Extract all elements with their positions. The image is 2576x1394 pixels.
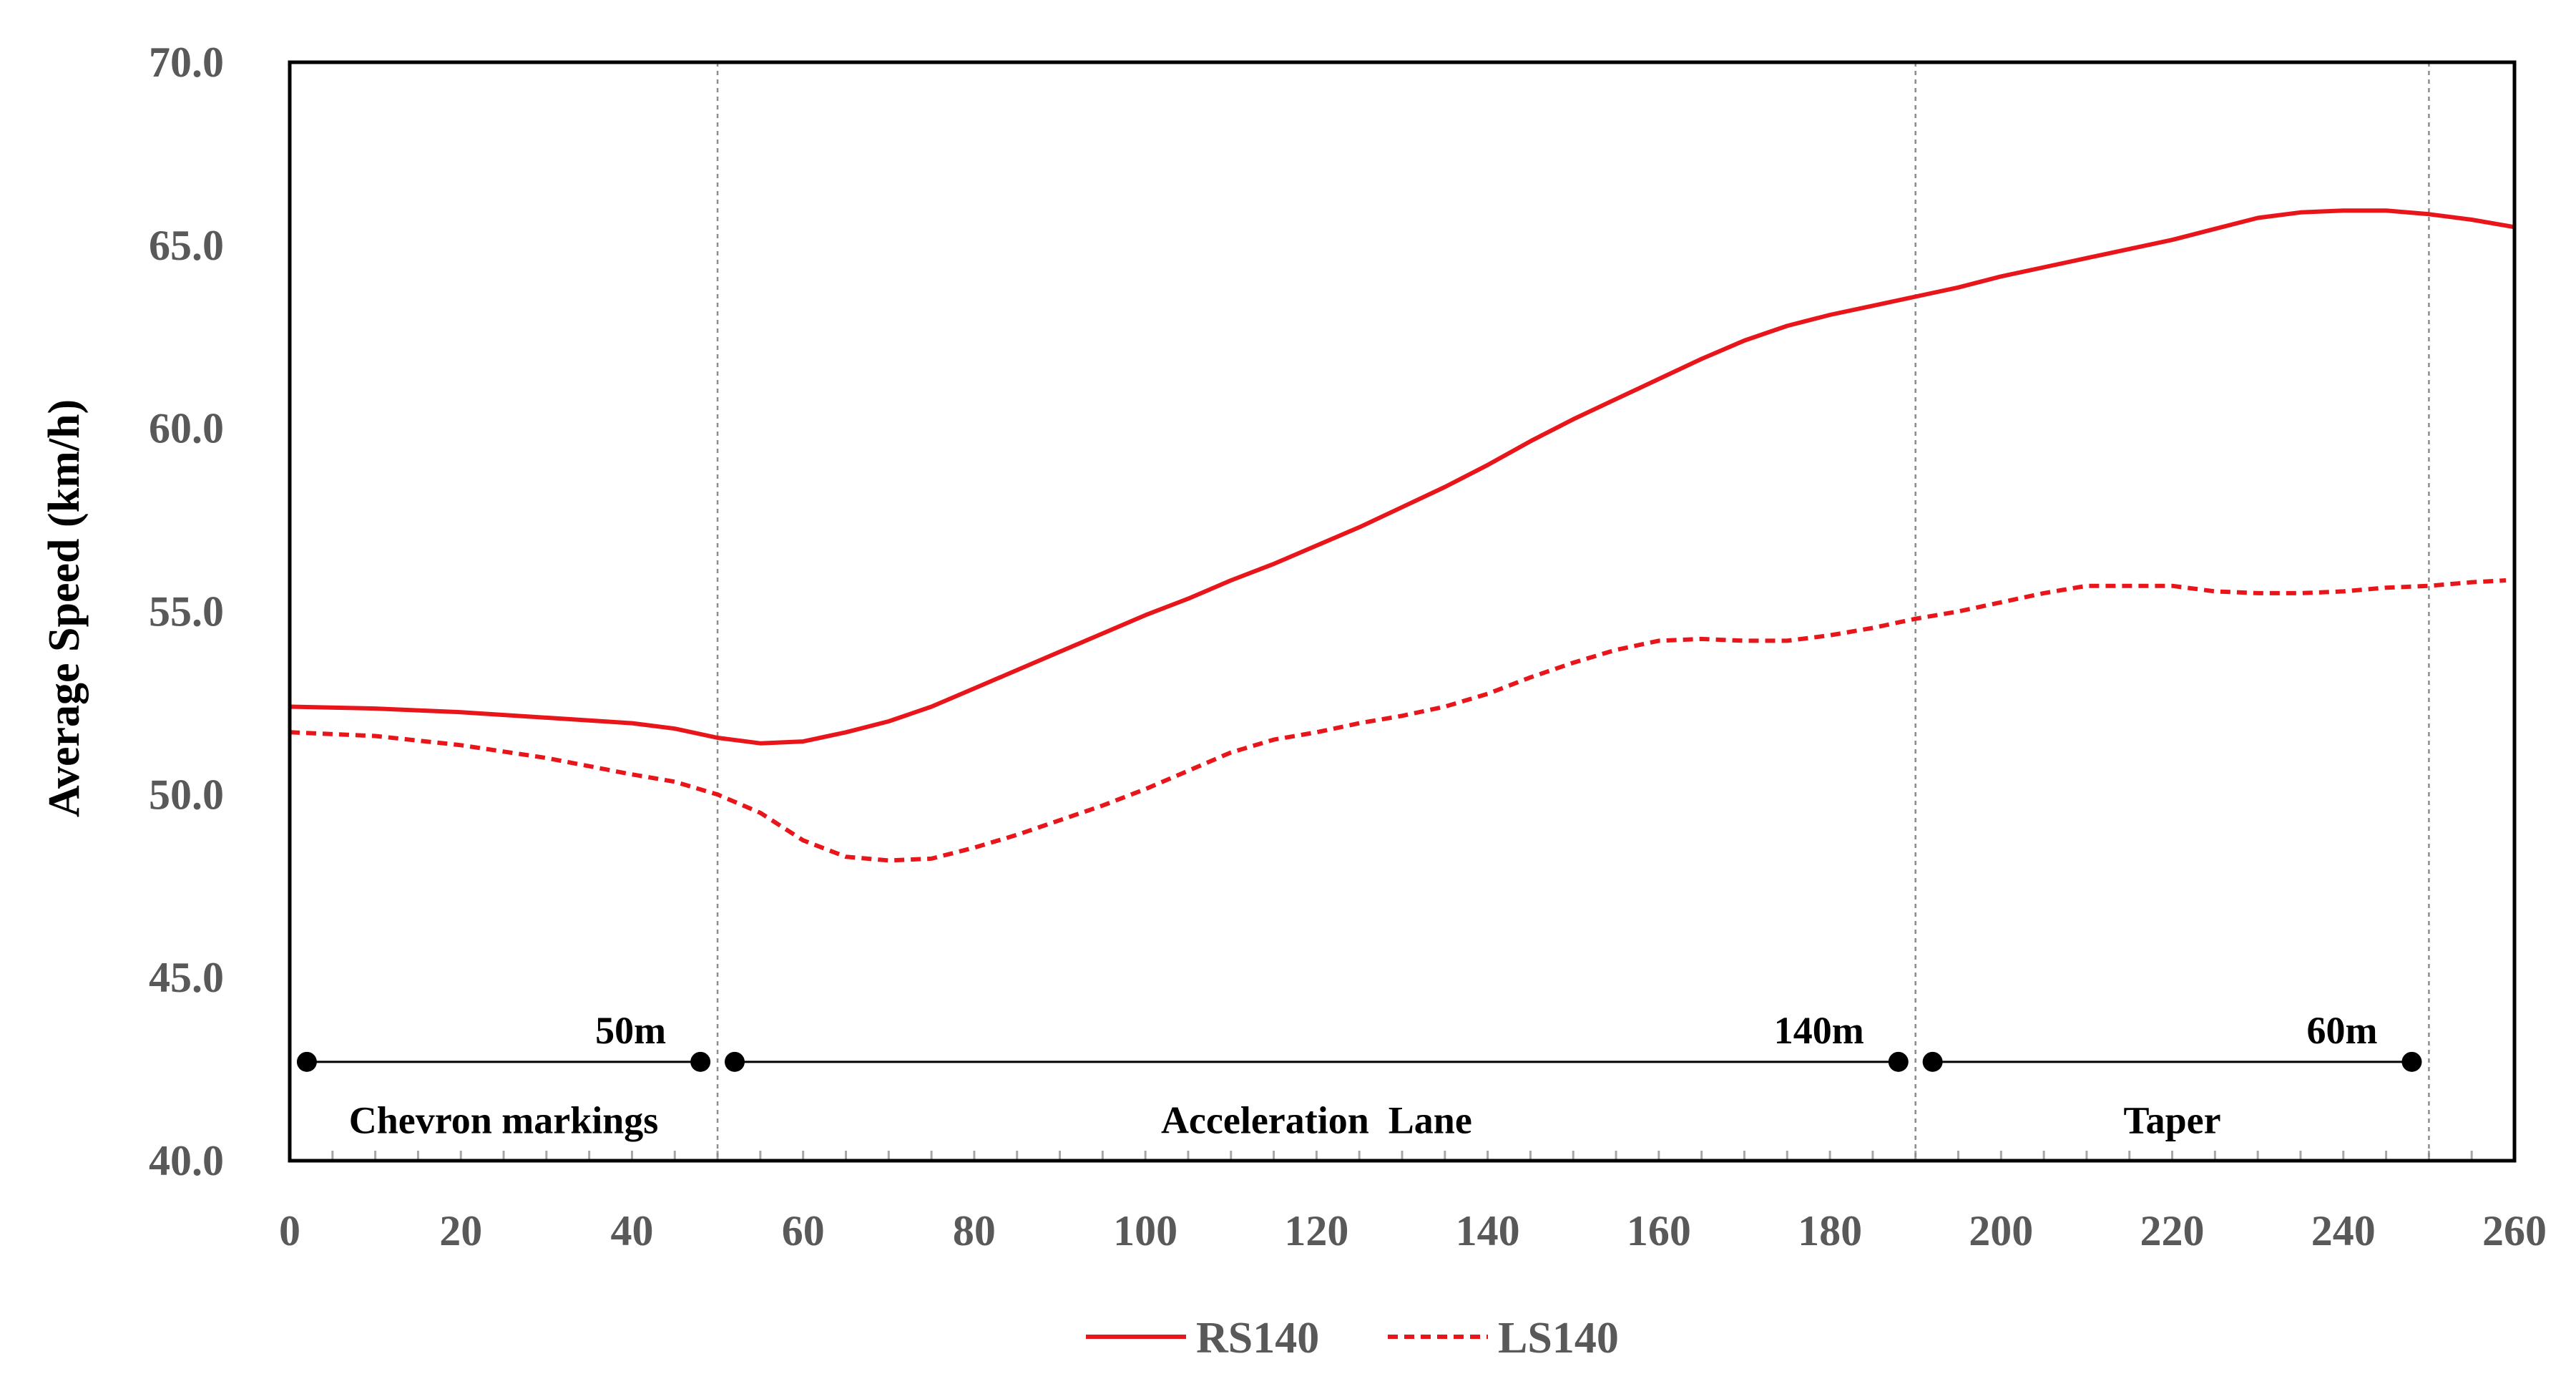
segment-name-label: Acceleration Lane bbox=[1161, 1099, 1472, 1142]
segment-name-label: Taper bbox=[2124, 1099, 2221, 1142]
segment-start-marker bbox=[296, 1051, 317, 1072]
y-tick-label: 40.0 bbox=[149, 1137, 224, 1184]
x-tick-label: 160 bbox=[1627, 1207, 1691, 1254]
segment-length-label: 50m bbox=[595, 1009, 666, 1052]
segment-end-marker bbox=[690, 1051, 711, 1072]
y-tick-label: 55.0 bbox=[149, 588, 224, 635]
section-dividers bbox=[716, 62, 2430, 1161]
segment-length-label: 140m bbox=[1774, 1009, 1864, 1052]
segment-name-label: Chevron markings bbox=[349, 1099, 659, 1142]
x-tick-label: 80 bbox=[953, 1207, 996, 1254]
x-tick-label: 260 bbox=[2482, 1207, 2547, 1254]
y-tick-label: 65.0 bbox=[149, 222, 224, 269]
x-tick-label: 220 bbox=[2140, 1207, 2205, 1254]
x-tick-label: 120 bbox=[1284, 1207, 1348, 1254]
x-tick-label: 240 bbox=[2311, 1207, 2376, 1254]
series-lines bbox=[289, 208, 2515, 863]
segment-start-marker bbox=[1922, 1051, 1943, 1072]
legend: RS140 LS140 bbox=[1086, 1314, 1619, 1363]
x-tick-label: 200 bbox=[1969, 1207, 2033, 1254]
x-tick-label: 60 bbox=[782, 1207, 825, 1254]
series-line-rs140 bbox=[289, 208, 2515, 746]
x-axis-tick-labels: 0 20 40 60 80 100 120 140 160 180 200 220 240 260 bbox=[279, 1207, 2547, 1254]
y-axis-title: Average Speed (km/h) bbox=[40, 399, 89, 817]
legend-label-rs140: RS140 bbox=[1196, 1314, 1319, 1363]
plot-frame bbox=[288, 60, 2517, 1163]
x-tick-label: 40 bbox=[610, 1207, 653, 1254]
y-tick-label: 50.0 bbox=[149, 771, 224, 818]
x-tick-label: 0 bbox=[279, 1207, 300, 1254]
y-axis-tick-labels: 40.0 45.0 50.0 55.0 60.0 65.0 70.0 bbox=[149, 39, 224, 1184]
x-tick-label: 100 bbox=[1113, 1207, 1177, 1254]
segment-length-label: 60m bbox=[2306, 1009, 2377, 1052]
x-tick-label: 180 bbox=[1798, 1207, 1862, 1254]
legend-label-ls140: LS140 bbox=[1498, 1314, 1619, 1363]
series-line-ls140 bbox=[289, 578, 2507, 863]
segment-end-marker bbox=[2401, 1051, 2422, 1072]
y-tick-label: 60.0 bbox=[149, 405, 224, 452]
y-tick-label: 45.0 bbox=[149, 954, 224, 1001]
x-tick-label: 140 bbox=[1456, 1207, 1520, 1254]
y-tick-label: 70.0 bbox=[149, 39, 224, 86]
segment-end-marker bbox=[1888, 1051, 1909, 1072]
segment-start-marker bbox=[725, 1051, 745, 1072]
x-tick-label: 20 bbox=[439, 1207, 482, 1254]
section-annotations: 50m Chevron markings 140m Acceleration Lane… bbox=[296, 1009, 2422, 1142]
